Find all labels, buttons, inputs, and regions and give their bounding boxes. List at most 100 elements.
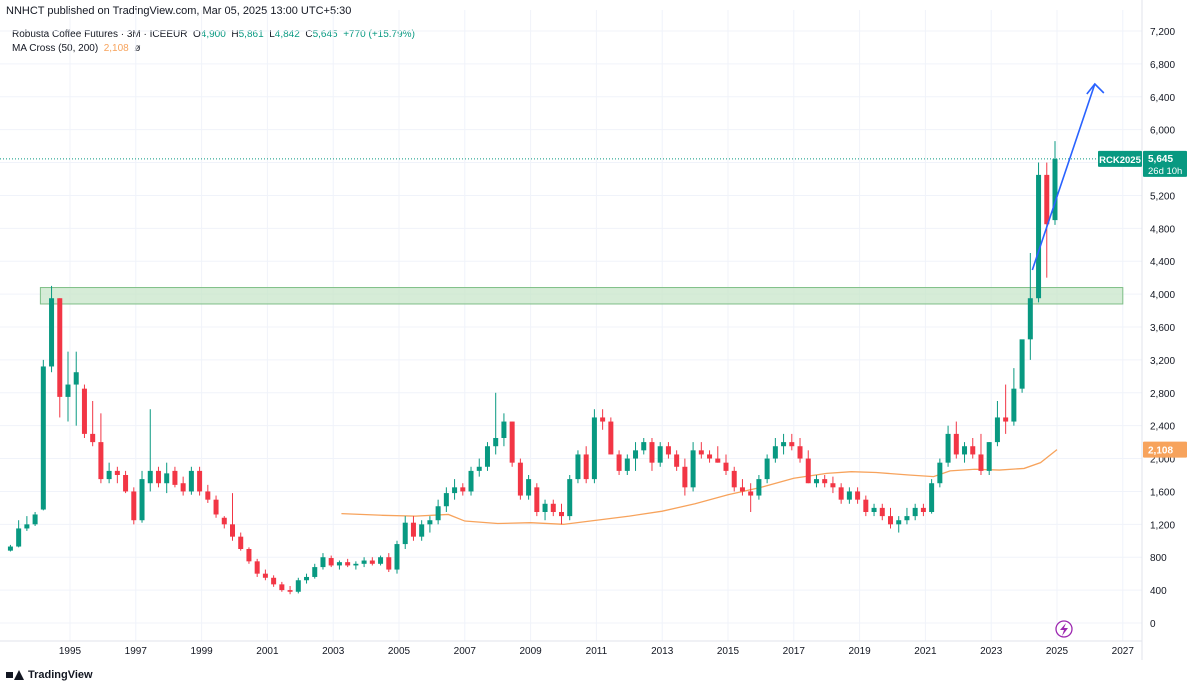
- candle[interactable]: [608, 417, 614, 455]
- candle[interactable]: [797, 438, 803, 463]
- candle[interactable]: [707, 450, 713, 463]
- candle[interactable]: [188, 466, 194, 495]
- candle[interactable]: [846, 487, 852, 504]
- projection-arrow[interactable]: [1031, 82, 1105, 271]
- candle[interactable]: [476, 458, 482, 477]
- candle[interactable]: [49, 285, 55, 373]
- candle[interactable]: [674, 450, 680, 471]
- candle[interactable]: [781, 433, 787, 455]
- candle[interactable]: [904, 507, 910, 525]
- candle[interactable]: [559, 503, 564, 525]
- candle[interactable]: [419, 520, 425, 541]
- candle[interactable]: [205, 484, 211, 503]
- candle[interactable]: [7, 544, 13, 552]
- candle[interactable]: [460, 483, 466, 496]
- candle[interactable]: [238, 532, 244, 551]
- candle[interactable]: [805, 450, 811, 484]
- candle[interactable]: [591, 409, 597, 484]
- candle[interactable]: [986, 442, 992, 475]
- candle[interactable]: [378, 555, 384, 566]
- candle[interactable]: [287, 586, 293, 595]
- candle[interactable]: [155, 466, 161, 488]
- candle[interactable]: [838, 483, 844, 504]
- candle[interactable]: [624, 454, 630, 475]
- candle[interactable]: [517, 458, 523, 500]
- candle[interactable]: [493, 392, 499, 455]
- candle[interactable]: [81, 384, 87, 438]
- candle[interactable]: [164, 462, 170, 494]
- candle[interactable]: [945, 425, 951, 467]
- candle[interactable]: [912, 503, 918, 521]
- candle[interactable]: [57, 298, 63, 418]
- candle[interactable]: [197, 466, 203, 496]
- candle[interactable]: [1011, 368, 1017, 426]
- candle[interactable]: [690, 442, 696, 492]
- candle[interactable]: [468, 466, 474, 496]
- candle[interactable]: [304, 573, 310, 584]
- candle[interactable]: [147, 409, 153, 492]
- candle[interactable]: [98, 413, 104, 484]
- candle[interactable]: [641, 438, 647, 455]
- candle[interactable]: [90, 401, 96, 447]
- candle[interactable]: [1019, 339, 1025, 393]
- candle[interactable]: [575, 450, 581, 484]
- candle[interactable]: [361, 557, 367, 568]
- candle[interactable]: [139, 470, 145, 523]
- symbol-legend-row[interactable]: Robusta Coffee Futures · 3M · ICEEUR O4,…: [12, 28, 415, 42]
- candle[interactable]: [394, 540, 400, 574]
- candle[interactable]: [748, 483, 754, 512]
- candle[interactable]: [73, 351, 79, 426]
- candle[interactable]: [345, 558, 351, 568]
- candle[interactable]: [526, 475, 532, 500]
- ma-value-tag[interactable]: 2,108: [1143, 441, 1187, 458]
- candle[interactable]: [789, 433, 795, 451]
- candle[interactable]: [180, 476, 186, 496]
- candle[interactable]: [279, 581, 285, 592]
- candle[interactable]: [970, 438, 976, 459]
- candle[interactable]: [682, 458, 688, 496]
- lightning-icon[interactable]: [1055, 620, 1073, 638]
- candle[interactable]: [320, 553, 326, 570]
- candle[interactable]: [213, 495, 219, 518]
- candle[interactable]: [929, 479, 935, 514]
- candle[interactable]: [855, 487, 861, 504]
- candle[interactable]: [16, 520, 22, 548]
- candle[interactable]: [328, 555, 334, 568]
- candle[interactable]: [888, 507, 893, 529]
- candle[interactable]: [764, 454, 770, 484]
- candle[interactable]: [509, 421, 515, 467]
- candle[interactable]: [427, 516, 433, 533]
- candle[interactable]: [386, 553, 392, 573]
- candle[interactable]: [1003, 384, 1009, 434]
- candle[interactable]: [1036, 162, 1042, 303]
- candle[interactable]: [501, 413, 507, 447]
- candle[interactable]: [731, 466, 737, 492]
- candle[interactable]: [723, 454, 729, 475]
- candle[interactable]: [410, 516, 416, 541]
- candle[interactable]: [715, 446, 721, 463]
- candle[interactable]: [295, 577, 301, 594]
- candle[interactable]: [1052, 141, 1058, 225]
- candle[interactable]: [649, 438, 655, 471]
- candle[interactable]: [271, 575, 277, 587]
- candle[interactable]: [871, 503, 877, 517]
- candle[interactable]: [246, 547, 252, 564]
- candle[interactable]: [402, 516, 408, 549]
- candle[interactable]: [336, 560, 342, 570]
- candle[interactable]: [994, 401, 1000, 447]
- candle[interactable]: [24, 516, 30, 531]
- candle[interactable]: [443, 487, 449, 512]
- candle[interactable]: [953, 421, 959, 459]
- candle[interactable]: [633, 442, 639, 471]
- symbol-price-tag[interactable]: RCK2025: [1098, 150, 1142, 167]
- candle[interactable]: [221, 516, 227, 529]
- candle[interactable]: [484, 442, 490, 471]
- candle[interactable]: [896, 516, 902, 533]
- candle[interactable]: [1027, 253, 1033, 360]
- candle[interactable]: [822, 475, 828, 488]
- candle[interactable]: [312, 563, 318, 579]
- candle[interactable]: [600, 409, 606, 430]
- candle[interactable]: [616, 450, 622, 475]
- candle[interactable]: [772, 438, 778, 463]
